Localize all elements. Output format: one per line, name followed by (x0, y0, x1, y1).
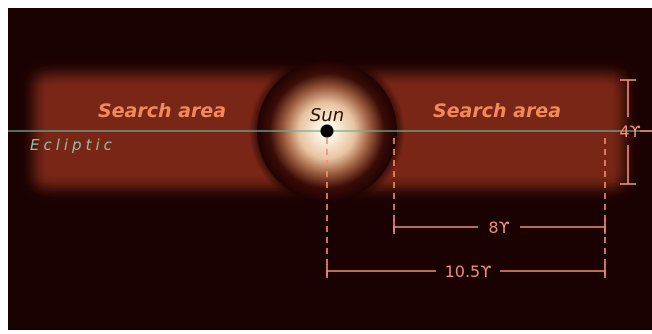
dimension-lines (326, 79, 652, 278)
dim-height-label: 4ϒ (619, 122, 640, 141)
dim-inner-label: 8ϒ (488, 218, 509, 237)
sun-dot (320, 124, 334, 138)
ecliptic-label: Ecliptic (30, 136, 116, 154)
dim-outer-label: 10.5ϒ (445, 262, 492, 281)
sun-label: Sun (310, 105, 344, 126)
search-area-label-right: Search area (433, 100, 561, 122)
search-area-label-left: Search area (98, 100, 226, 122)
